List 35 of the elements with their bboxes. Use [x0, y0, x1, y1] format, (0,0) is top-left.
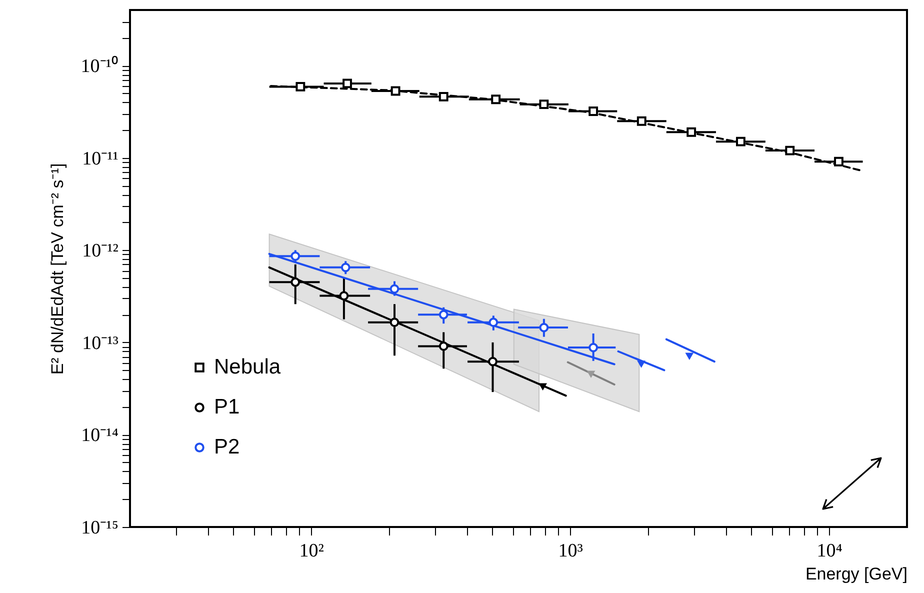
y-axis-title: E² dN/dEdAdt [TeV cm⁻² s⁻¹]: [48, 163, 67, 375]
point: [488, 356, 498, 366]
point: [785, 146, 795, 156]
point: [340, 262, 350, 272]
y-tick-label: 10⁻¹⁵: [81, 518, 118, 538]
point: [290, 277, 300, 287]
point: [636, 116, 646, 126]
y-tick-label: 10⁻¹¹: [82, 148, 119, 170]
point: [588, 106, 598, 116]
y-tick-label: 10⁻¹²: [82, 240, 119, 262]
point: [588, 342, 598, 352]
y-tick-label: 10⁻¹³: [82, 332, 119, 354]
point: [736, 136, 746, 146]
point: [488, 318, 498, 328]
x-axis-title: Energy [GeV]: [805, 564, 908, 584]
point: [438, 342, 448, 351]
point: [539, 322, 549, 332]
point: [339, 291, 349, 301]
point: [438, 310, 448, 320]
legend-label: Nebula: [214, 356, 281, 378]
point: [290, 251, 300, 261]
point: [390, 318, 400, 328]
point: [686, 127, 696, 137]
x-tick-label: 10²: [299, 540, 324, 562]
point: [390, 86, 400, 96]
point: [390, 284, 400, 294]
x-tick-label: 10⁴: [816, 540, 843, 562]
x-tick-label: 10³: [558, 540, 584, 562]
point: [438, 92, 448, 102]
legend-label: P1: [214, 396, 240, 418]
legend-label: P2: [214, 436, 240, 458]
point: [539, 100, 549, 110]
y-tick-label: 10⁻¹⁰: [80, 55, 118, 78]
y-tick-label: 10⁻¹⁴: [81, 425, 119, 446]
point: [834, 156, 844, 166]
